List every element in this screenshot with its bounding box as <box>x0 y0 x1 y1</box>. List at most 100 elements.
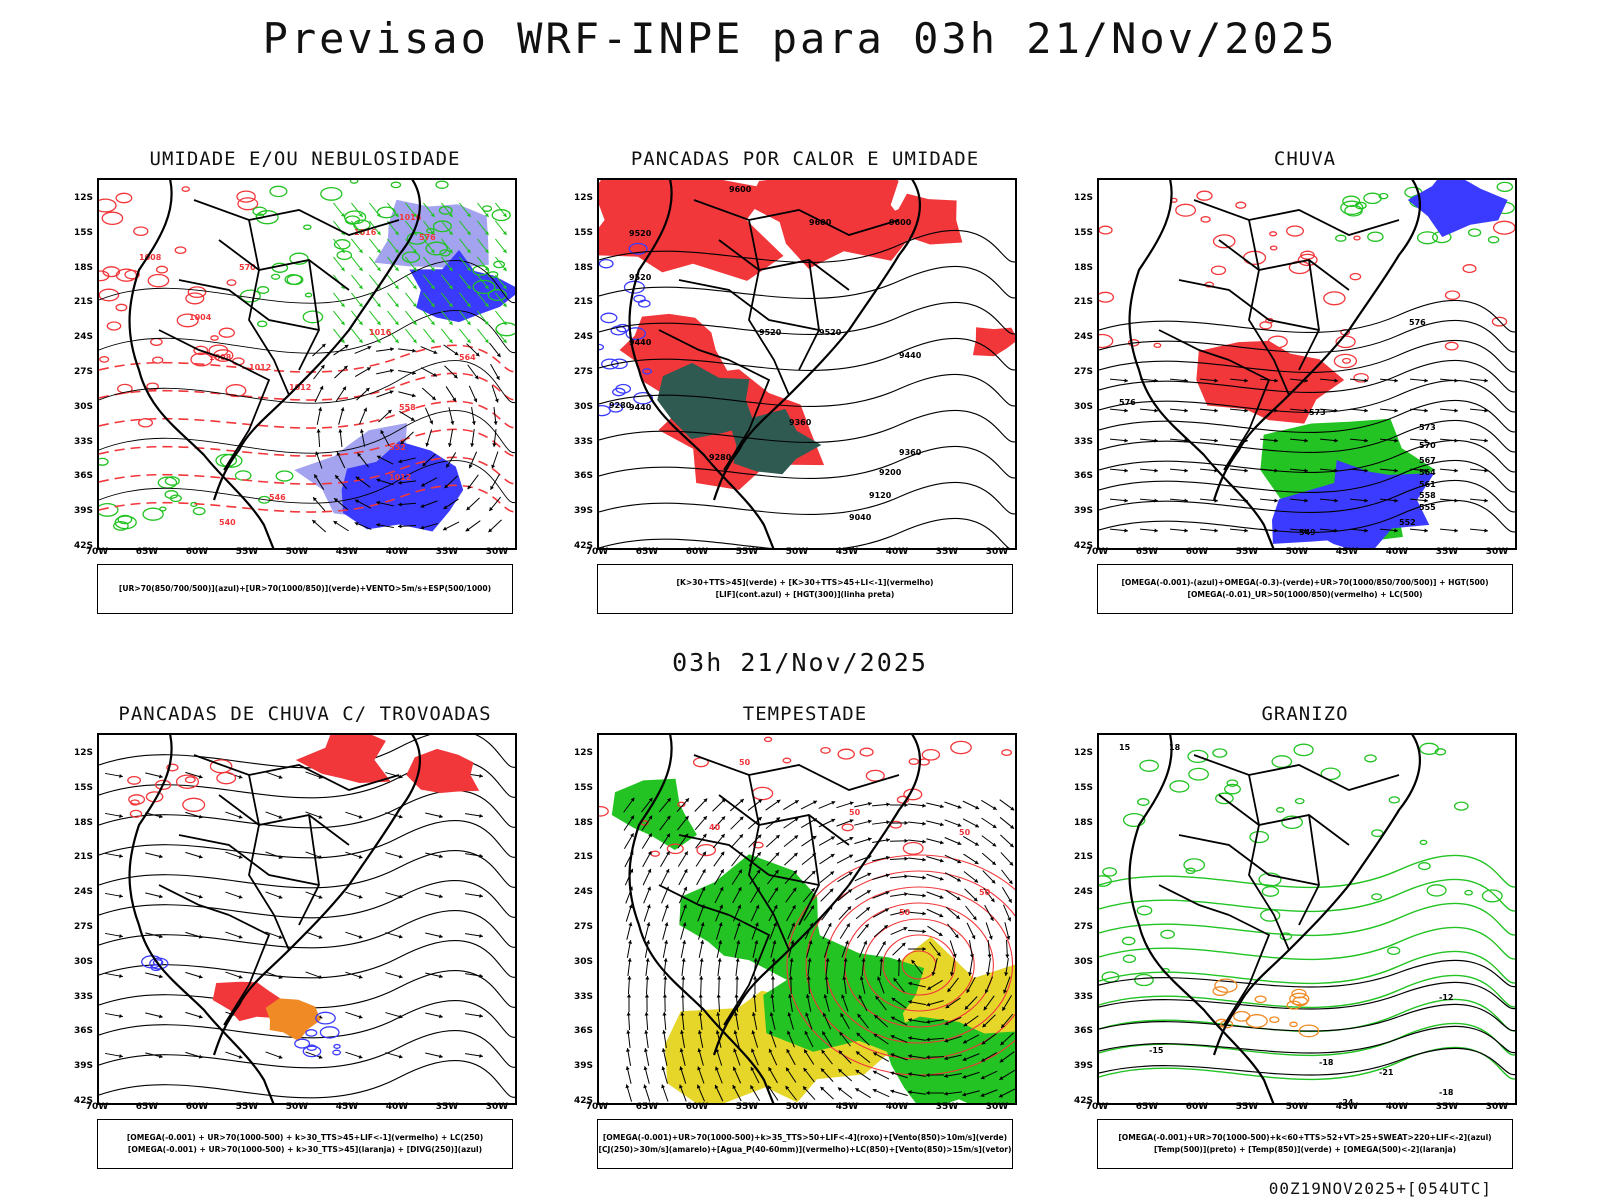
lifted-index-contour <box>610 358 628 370</box>
wind-vector <box>1002 904 1012 922</box>
wind-vector <box>766 834 780 848</box>
precipitable-water-contour <box>837 748 855 760</box>
wind-vector <box>1000 1013 1014 1029</box>
longitude-tick-label: 60W <box>185 1102 209 1112</box>
wind-vector <box>890 1034 908 1043</box>
wind-vector <box>1001 887 1013 903</box>
wind-vector <box>981 799 997 811</box>
latitude-tick-label: 12S <box>573 193 593 203</box>
wind-vector <box>733 1030 740 1048</box>
hgt300-contour <box>599 374 1015 407</box>
hgt300-contour <box>599 230 1015 263</box>
contour-label: 9600 <box>809 218 832 227</box>
streamline-arrow <box>1229 378 1249 383</box>
latitude-tick-label: 36S <box>573 471 593 482</box>
wind-vector <box>495 238 507 254</box>
streamline-arrow <box>185 771 203 779</box>
wind-vector <box>889 856 909 861</box>
streamline-arrow <box>185 891 203 899</box>
wind-vector <box>660 868 670 886</box>
humidity-contour-red <box>137 418 154 428</box>
wind-vector <box>907 946 927 952</box>
lc850-streamline <box>824 886 1014 1044</box>
wind-vector <box>351 256 363 272</box>
wind-vector <box>405 328 417 344</box>
wind-vector <box>839 923 851 939</box>
lifted-index-contour <box>628 242 648 255</box>
coastline-west <box>1128 735 1275 1103</box>
wind-vector <box>838 1050 852 1064</box>
wind-vector <box>962 1071 980 1079</box>
latitude-tick-label: 30S <box>1073 956 1093 967</box>
temp850-contour <box>1099 854 1515 889</box>
longitude-tick-label: 30W <box>985 1102 1009 1112</box>
hgt300-contour <box>599 518 1010 548</box>
humidity-contour-red <box>218 327 235 338</box>
wind-vector <box>981 852 997 866</box>
longitude-tick-label: 70W <box>585 547 609 557</box>
streamline-arrow <box>425 812 443 819</box>
wind-vector <box>477 220 489 236</box>
latitude-tick-label: 12S <box>73 748 93 758</box>
wind-vector <box>982 870 996 884</box>
rain-contour-red <box>1341 357 1352 364</box>
wind-vector <box>405 256 417 272</box>
temp850-contour <box>1137 798 1150 806</box>
precipitable-water-contour <box>865 769 885 782</box>
divergence-contour <box>332 1049 342 1056</box>
wind-vector <box>854 801 872 808</box>
precipitable-water-contour <box>902 841 924 855</box>
wind-vector <box>680 1011 685 1031</box>
wind-vector <box>890 1016 908 1026</box>
humidity-contour-red <box>146 382 159 391</box>
wind-vector <box>836 801 854 809</box>
streamline-arrow <box>1409 378 1429 383</box>
wind-vector <box>856 923 870 939</box>
wind-vector <box>420 346 438 355</box>
wind-vector <box>658 797 672 813</box>
streamline-arrow <box>105 932 123 939</box>
wind-vector <box>735 958 740 976</box>
temp500-contour <box>1099 1047 1515 1076</box>
humidity-contour-red <box>115 303 128 312</box>
wind-vector <box>872 873 890 880</box>
streamline-arrow <box>265 771 283 779</box>
contour-label: 9280 <box>609 401 632 410</box>
state-border <box>658 329 730 361</box>
latitude-axis: 12S 15S 18S 21S 24S 27S 30S 33S 36S 39S 42S <box>563 178 593 551</box>
state-border <box>678 834 820 886</box>
streamline-arrow <box>1259 468 1279 473</box>
hgt500-contour <box>1099 360 1515 393</box>
longitude-tick-label: 65W <box>1135 547 1159 557</box>
humidity-contour-green <box>219 453 243 468</box>
wind-vector <box>980 1089 998 1097</box>
wind-vector <box>441 220 453 236</box>
temp850-contour <box>1139 759 1159 772</box>
wind-vector <box>369 202 381 218</box>
wind-vector <box>949 958 956 976</box>
wind-vector <box>697 1030 704 1048</box>
thickness-contour <box>99 428 515 457</box>
humidity-contour-red <box>99 356 110 363</box>
wind-vector <box>490 363 500 381</box>
latitude-tick-label: 33S <box>73 991 93 1002</box>
omega-contour-orange <box>1298 1024 1320 1038</box>
wind-vector <box>944 872 962 882</box>
longitude-tick-label: 35W <box>435 1102 459 1112</box>
contour-label: 558 <box>399 403 416 412</box>
contour-label: 50 <box>979 888 991 897</box>
contour-label: 9600 <box>729 185 752 194</box>
wind-vector <box>872 838 890 843</box>
wind-vector <box>316 407 323 425</box>
state-border <box>723 914 771 1026</box>
wind-vector <box>803 1049 815 1065</box>
wind-vector <box>925 1073 945 1078</box>
wind-vector <box>712 833 726 849</box>
longitude-tick-label: 65W <box>135 1102 159 1112</box>
wind-vector <box>788 994 793 1012</box>
temp850-contour <box>1453 801 1469 811</box>
longitude-tick-label: 60W <box>685 547 709 557</box>
wind-vector <box>908 1054 926 1059</box>
contour-label: -15 <box>1149 1046 1164 1055</box>
map-chuva: 576 576 573 573 570 567 564 561 558 555 552 549 <box>1097 178 1517 550</box>
